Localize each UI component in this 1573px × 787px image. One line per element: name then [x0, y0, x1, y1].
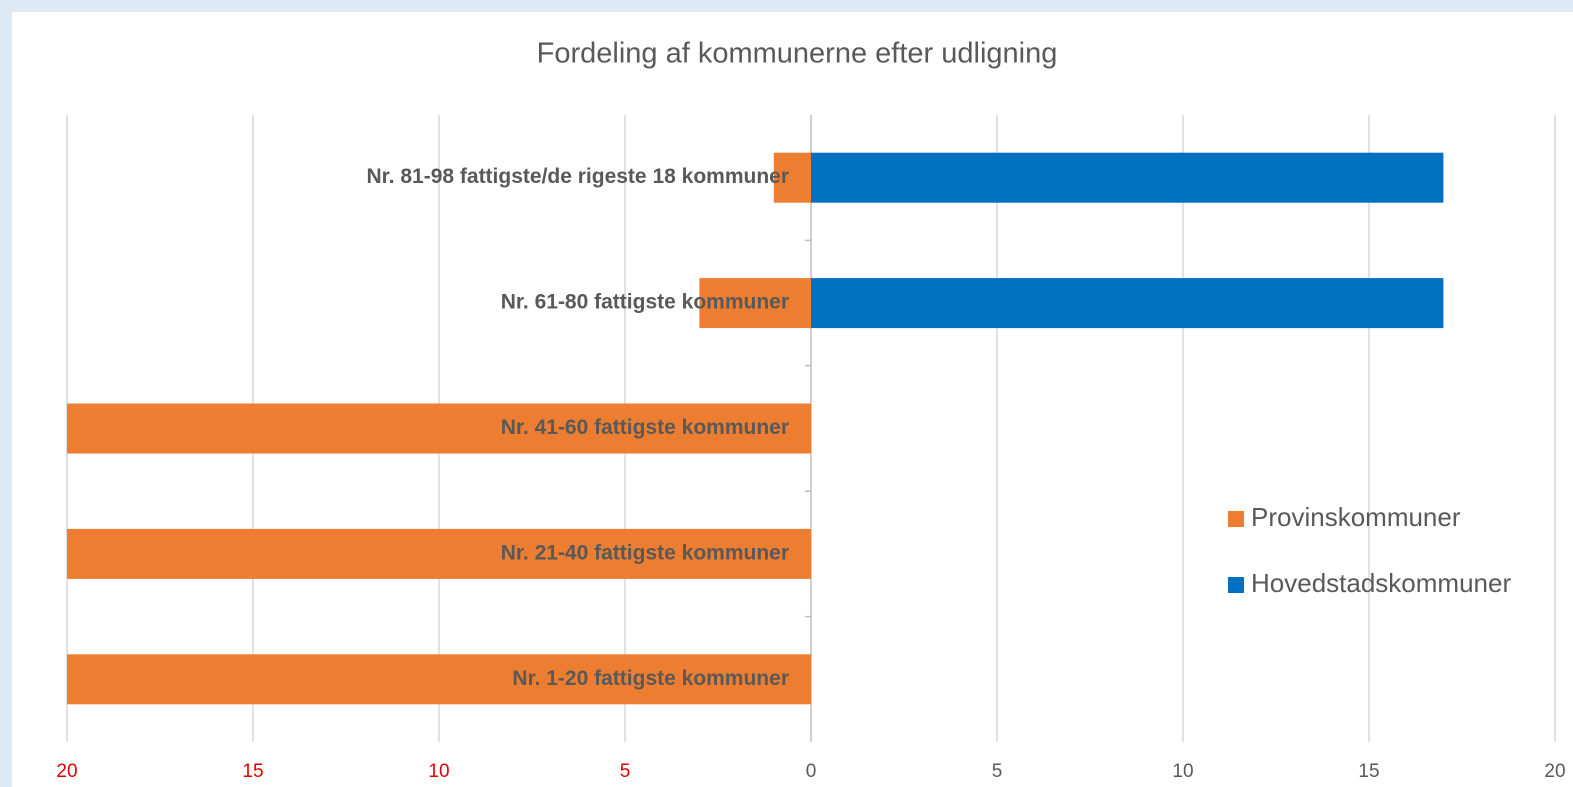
legend-swatch [1228, 511, 1244, 527]
bar [811, 152, 1444, 203]
chart-title: Fordeling af kommunerne efter udligning [537, 38, 1058, 70]
legend-label: Hovedstadskommuner [1251, 568, 1511, 598]
legend-swatch [1228, 577, 1244, 593]
x-tick-label: 20 [1544, 761, 1565, 782]
x-tick-label: 5 [992, 761, 1003, 782]
x-tick-label: 10 [428, 761, 449, 782]
bar [811, 278, 1444, 329]
x-tick-label: 15 [242, 761, 263, 782]
bar [773, 152, 811, 203]
x-tick-label: 0 [806, 761, 817, 782]
bar [67, 403, 811, 454]
category-label: Nr. 41-60 fattigste kommuner [501, 416, 789, 439]
category-label: Nr. 61-80 fattigste kommuner [501, 291, 789, 314]
category-label: Nr. 21-40 fattigste kommuner [501, 541, 789, 564]
x-tick-label: 20 [56, 761, 77, 782]
bar [699, 278, 811, 329]
x-tick-label: 15 [1358, 761, 1379, 782]
legend-label: Provinskommuner [1251, 502, 1461, 532]
category-label: Nr. 1-20 fattigste kommuner [512, 667, 789, 690]
category-label: Nr. 81-98 fattigste/de rigeste 18 kommun… [367, 165, 790, 188]
x-tick-label: 5 [620, 761, 631, 782]
bar [67, 528, 811, 579]
bar [67, 654, 811, 705]
x-tick-label: 10 [1172, 761, 1193, 782]
